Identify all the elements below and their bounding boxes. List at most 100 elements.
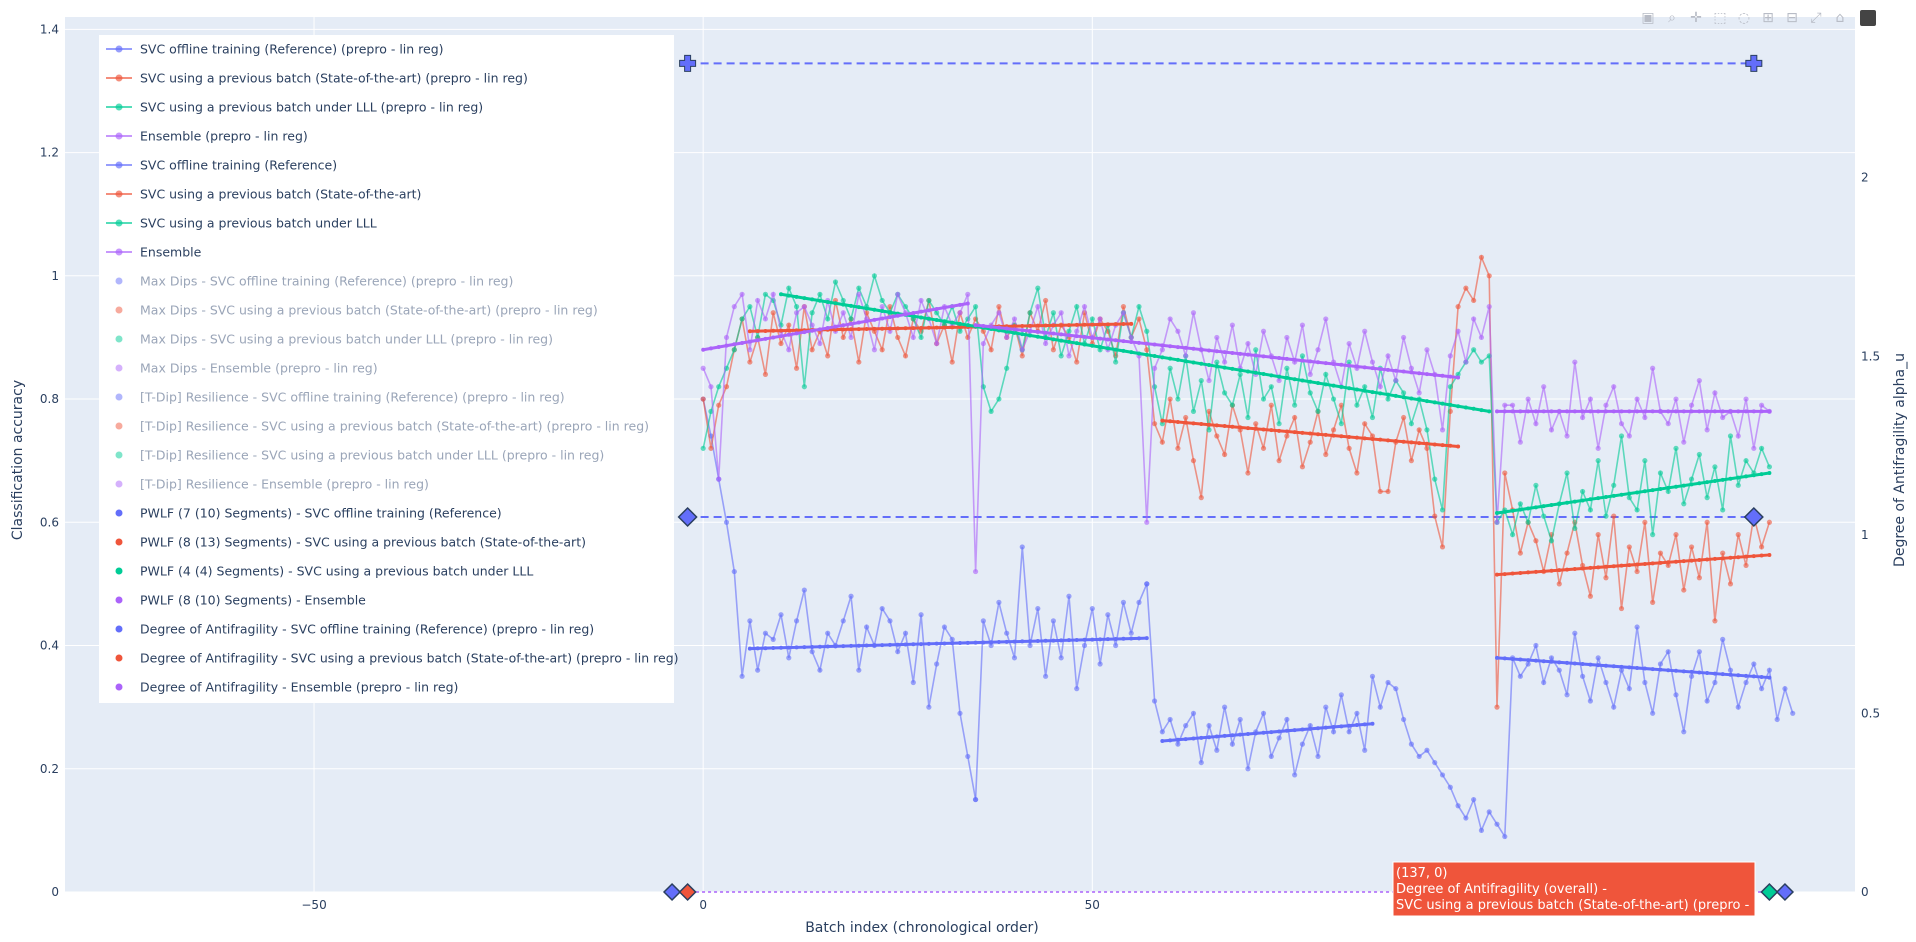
point-svc_prev xyxy=(1377,488,1383,495)
point-svc_prev xyxy=(1159,439,1165,445)
pwlf-point-svc_lll xyxy=(1168,356,1173,361)
pwlf-point-svc_offline xyxy=(771,645,776,650)
point-svc_lll xyxy=(1330,396,1337,402)
legend-item[interactable]: PWLF (8 (10) Segments) - Ensemble xyxy=(115,593,367,608)
legend-item[interactable]: SVC offline training (Reference) xyxy=(106,158,337,173)
point-svc_lll xyxy=(1603,513,1609,519)
legend-item[interactable]: SVC offline training (Reference) (prepro… xyxy=(106,42,444,57)
legend-item[interactable]: Max Dips - Ensemble (prepro - lin reg) xyxy=(115,361,378,376)
legend-item[interactable]: PWLF (7 (10) Segments) - SVC offline tra… xyxy=(115,506,502,521)
pwlf-point-svc_offline xyxy=(1549,659,1554,664)
point-svc_prev xyxy=(1401,414,1407,421)
pwlf-point-svc_lll xyxy=(1331,383,1336,388)
y2-axis-ticks: 0 0.5 1 1.5 2 xyxy=(1861,171,1880,899)
pwlf-point-svc_lll xyxy=(1440,401,1445,406)
legend-item[interactable]: SVC using a previous batch (State-of-the… xyxy=(106,187,421,202)
pwlf-point-svc_lll xyxy=(1603,495,1608,500)
point-svc_lll xyxy=(1144,328,1150,334)
legend-item[interactable]: SVC using a previous batch under LLL (pr… xyxy=(106,100,483,115)
pwlf-point-ensemble xyxy=(919,309,924,314)
autoscale-icon[interactable]: ⤢ xyxy=(1810,10,1822,26)
point-svc_lll xyxy=(739,316,745,322)
legend-item[interactable]: [T-Dip] Resilience - SVC using a previou… xyxy=(115,419,650,434)
pwlf-point-svc_lll xyxy=(1316,381,1320,386)
pwlf-point-svc_offline xyxy=(1035,639,1040,644)
pwlf-point-svc_prev xyxy=(1207,422,1212,427)
point-svc_prev xyxy=(1299,464,1306,470)
point-svc_prev xyxy=(1260,445,1267,451)
zoom-icon[interactable]: ⌕ xyxy=(1668,10,1676,26)
pwlf-point-svc_offline xyxy=(1331,724,1336,729)
pwlf-point-svc_lll xyxy=(1611,493,1616,498)
pwlf-point-svc_prev xyxy=(1759,553,1764,558)
box-select-icon[interactable]: ⬚ xyxy=(1713,10,1727,26)
point-ensemble xyxy=(1486,304,1492,310)
legend-item[interactable]: PWLF (4 (4) Segments) - SVC using a prev… xyxy=(115,564,534,579)
point-svc_offline xyxy=(1292,772,1298,778)
point-svc_lll xyxy=(996,396,1002,402)
legend-item[interactable]: [T-Dip] Resilience - Ensemble (prepro - … xyxy=(115,477,429,492)
legend[interactable]: SVC offline training (Reference) (prepro… xyxy=(99,35,679,703)
pwlf-point-svc_prev xyxy=(1440,443,1445,448)
point-svc_prev xyxy=(1634,568,1640,575)
point-svc_offline xyxy=(1214,747,1220,753)
legend-item[interactable]: Degree of Antifragility - SVC using a pr… xyxy=(115,651,679,666)
point-svc_offline xyxy=(1385,679,1391,686)
legend-item[interactable]: [T-Dip] Resilience - SVC using a previou… xyxy=(115,448,605,463)
pwlf-point-ensemble xyxy=(1720,409,1725,414)
legend-item[interactable]: Degree of Antifragility - SVC offline tr… xyxy=(115,622,595,637)
zoom-out-icon[interactable]: ⊟ xyxy=(1786,10,1798,26)
legend-item[interactable]: SVC using a previous batch under LLL xyxy=(106,216,377,231)
legend-item[interactable]: Ensemble xyxy=(106,245,202,260)
pwlf-point-svc_prev xyxy=(1362,436,1367,441)
pwlf-point-svc_prev xyxy=(958,325,962,330)
pwlf-point-ensemble xyxy=(1596,409,1601,414)
pwlf-point-svc_offline xyxy=(1339,724,1344,729)
pwlf-point-svc_offline xyxy=(1502,656,1507,661)
legend-item[interactable]: Max Dips - SVC offline training (Referen… xyxy=(115,274,514,289)
zoom-in-icon[interactable]: ⊞ xyxy=(1762,10,1774,26)
legend-item[interactable]: SVC using a previous batch (State-of-the… xyxy=(106,71,528,86)
legend-item[interactable]: Max Dips - SVC using a previous batch (S… xyxy=(115,303,598,318)
point-svc_lll xyxy=(1167,365,1173,371)
point-ensemble xyxy=(1564,433,1570,439)
pwlf-point-ensemble xyxy=(1619,409,1624,414)
pwlf-point-svc_lll xyxy=(1144,352,1149,357)
pwlf-point-svc_offline xyxy=(841,644,846,649)
legend-item[interactable]: [T-Dip] Resilience - SVC offline trainin… xyxy=(115,390,565,405)
point-svc_prev xyxy=(700,396,706,402)
pwlf-point-svc_lll xyxy=(1759,472,1764,477)
point-svc_prev xyxy=(1517,550,1523,556)
point-svc_offline xyxy=(1299,741,1306,747)
point-svc_lll xyxy=(1268,384,1274,390)
pwlf-point-svc_offline xyxy=(1751,674,1756,679)
pwlf-point-svc_prev xyxy=(1308,431,1313,436)
pwlf-point-svc_offline xyxy=(817,644,822,649)
pwlf-point-svc_lll xyxy=(1681,483,1686,488)
camera-icon[interactable]: ▣ xyxy=(1641,10,1655,26)
point-ensemble xyxy=(1471,316,1477,322)
point-svc_lll xyxy=(1447,384,1453,390)
pwlf-point-svc_prev xyxy=(1292,430,1297,435)
lasso-select-icon[interactable]: ◌ xyxy=(1737,10,1751,26)
pwlf-point-svc_prev xyxy=(1448,443,1453,448)
plotly-logo-icon[interactable] xyxy=(1860,10,1876,26)
legend-item[interactable]: Max Dips - SVC using a previous batch un… xyxy=(115,332,553,347)
point-svc_prev xyxy=(1611,513,1617,519)
legend-label: Ensemble (prepro - lin reg) xyxy=(140,129,308,144)
legend-item[interactable]: Ensemble (prepro - lin reg) xyxy=(106,129,308,144)
pwlf-point-ensemble xyxy=(1051,331,1056,336)
pan-icon[interactable]: ✛ xyxy=(1690,10,1702,26)
pwlf-point-svc_offline xyxy=(1619,664,1624,669)
legend-item[interactable]: Degree of Antifragility - Ensemble (prep… xyxy=(115,680,459,695)
point-svc_offline xyxy=(1782,686,1788,692)
legend-label: SVC using a previous batch under LLL xyxy=(140,216,377,231)
legend-swatch-dot xyxy=(115,654,123,662)
series-line-ensemble xyxy=(702,291,1770,572)
point-ensemble xyxy=(809,322,815,328)
reset-axes-icon[interactable]: ⌂ xyxy=(1835,10,1845,26)
pwlf-point-svc_offline xyxy=(1588,662,1593,667)
point-svc_prev xyxy=(1151,421,1158,427)
legend-item[interactable]: PWLF (8 (13) Segments) - SVC using a pre… xyxy=(115,535,586,550)
